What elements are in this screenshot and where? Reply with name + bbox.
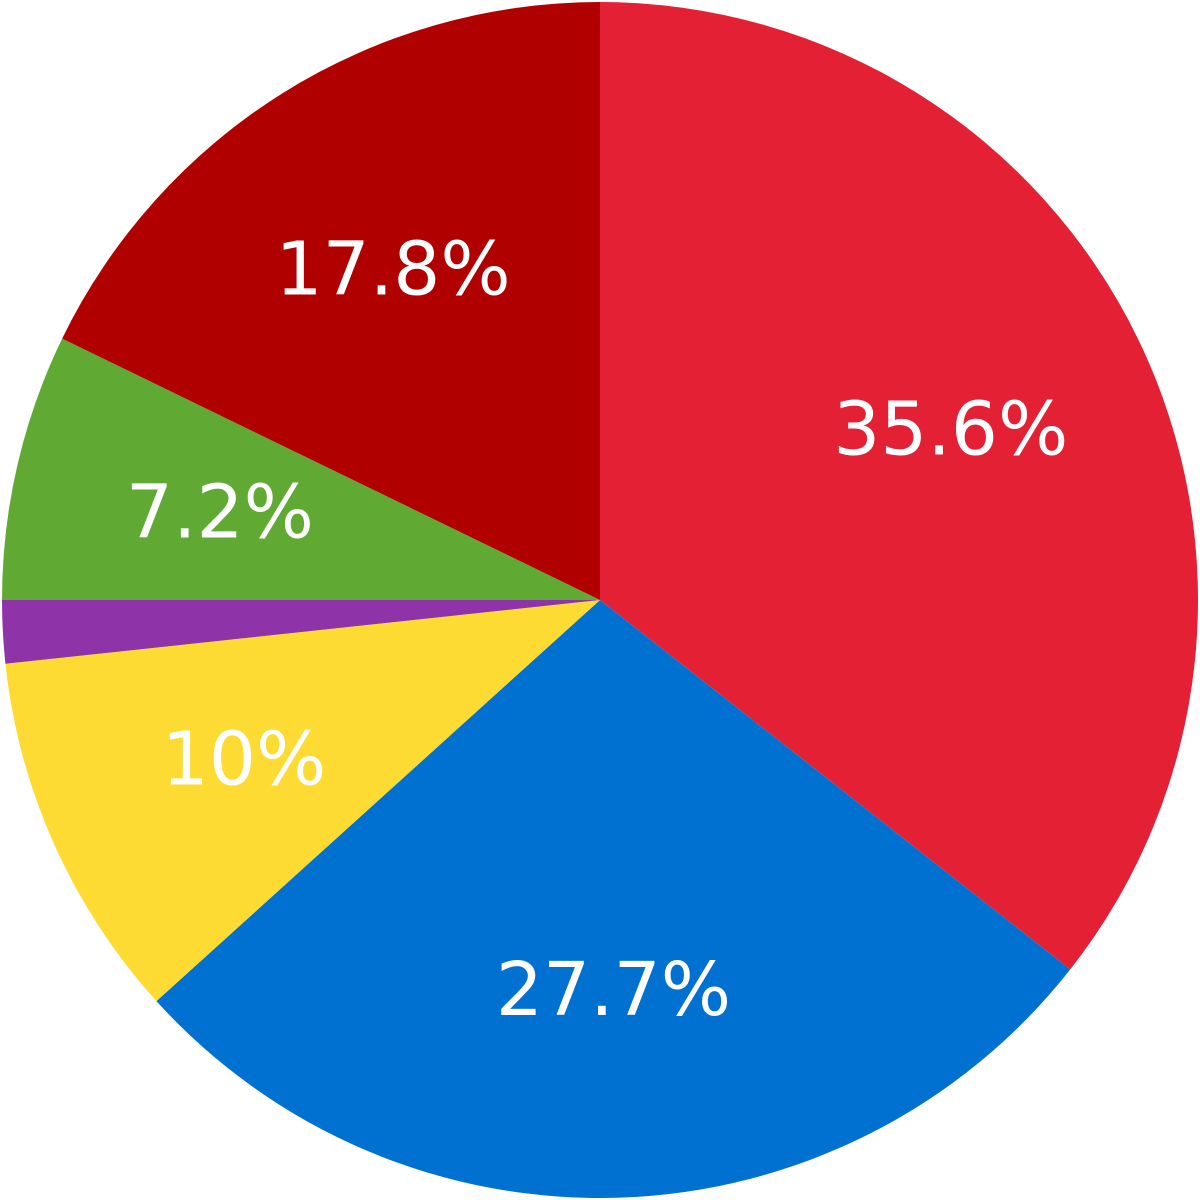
pie-slice-label-5: 7.2% [126,470,314,556]
pie-slice-label-1: 35.6% [833,387,1068,473]
pie-slice-6 [62,2,601,600]
pie-slice-3 [5,600,601,1002]
pie-slice-2 [156,600,1071,1198]
pie-slice-label-6: 17.8% [276,226,511,312]
pie-slice-label-2: 27.7% [496,947,731,1033]
pie-slice-label-3: 10% [162,716,326,802]
pie-labels: 35.6% 27.7% 10% 7.2% 17.8% [126,226,1068,1032]
pie-slice-5 [2,338,600,600]
pie-slice-1 [600,2,1198,970]
pie-slice-4 [2,600,600,664]
